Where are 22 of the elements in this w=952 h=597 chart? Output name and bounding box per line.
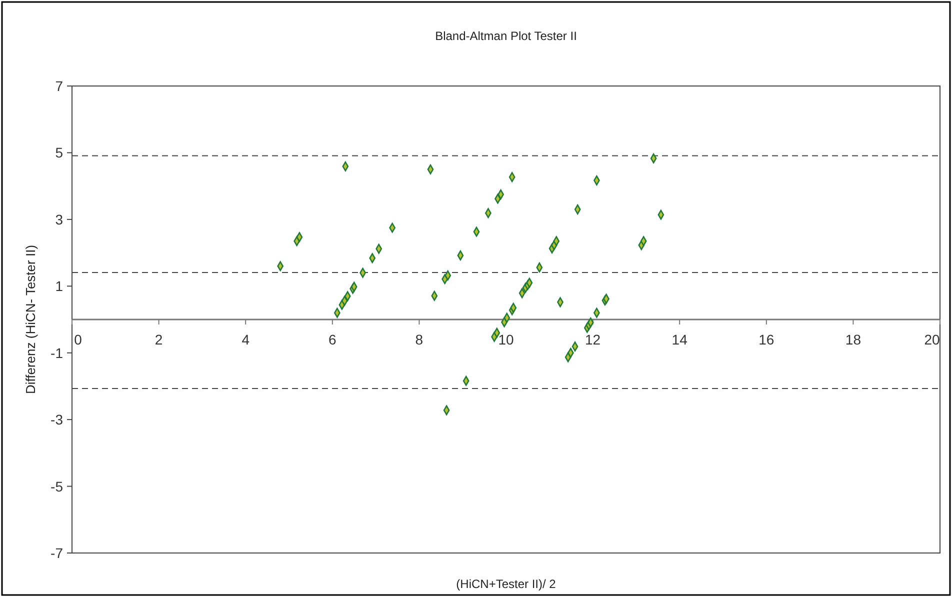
y-tick-label: 5 bbox=[55, 144, 64, 161]
y-tick-label: -3 bbox=[50, 412, 64, 428]
x-tick-label: 2 bbox=[154, 332, 163, 348]
x-tick-label: 10 bbox=[498, 332, 514, 348]
x-tick-label: 4 bbox=[242, 332, 250, 348]
x-tick-label: 18 bbox=[845, 332, 862, 348]
x-tick-label: 6 bbox=[328, 332, 336, 348]
y-tick-label: 3 bbox=[55, 211, 64, 228]
y-axis-title: Differenz (HiCN- Tester II) bbox=[23, 244, 38, 394]
x-tick-label: 16 bbox=[758, 332, 774, 348]
y-tick-label: -5 bbox=[50, 478, 64, 494]
y-tick-label: -1 bbox=[50, 344, 64, 361]
x-axis-title: (HiCN+Tester II)/ 2 bbox=[456, 577, 556, 591]
x-tick-label: 12 bbox=[585, 332, 601, 348]
x-tick-label: 0 bbox=[74, 332, 82, 348]
chart-title: Bland-Altman Plot Tester II bbox=[435, 29, 577, 43]
x-tick-label: 20 bbox=[924, 332, 940, 348]
x-tick-label: 14 bbox=[672, 332, 688, 348]
y-tick-label: 7 bbox=[55, 78, 64, 94]
y-tick-label: 1 bbox=[55, 278, 64, 294]
x-tick-label: 8 bbox=[415, 332, 424, 348]
y-tick-label: -7 bbox=[50, 545, 64, 561]
